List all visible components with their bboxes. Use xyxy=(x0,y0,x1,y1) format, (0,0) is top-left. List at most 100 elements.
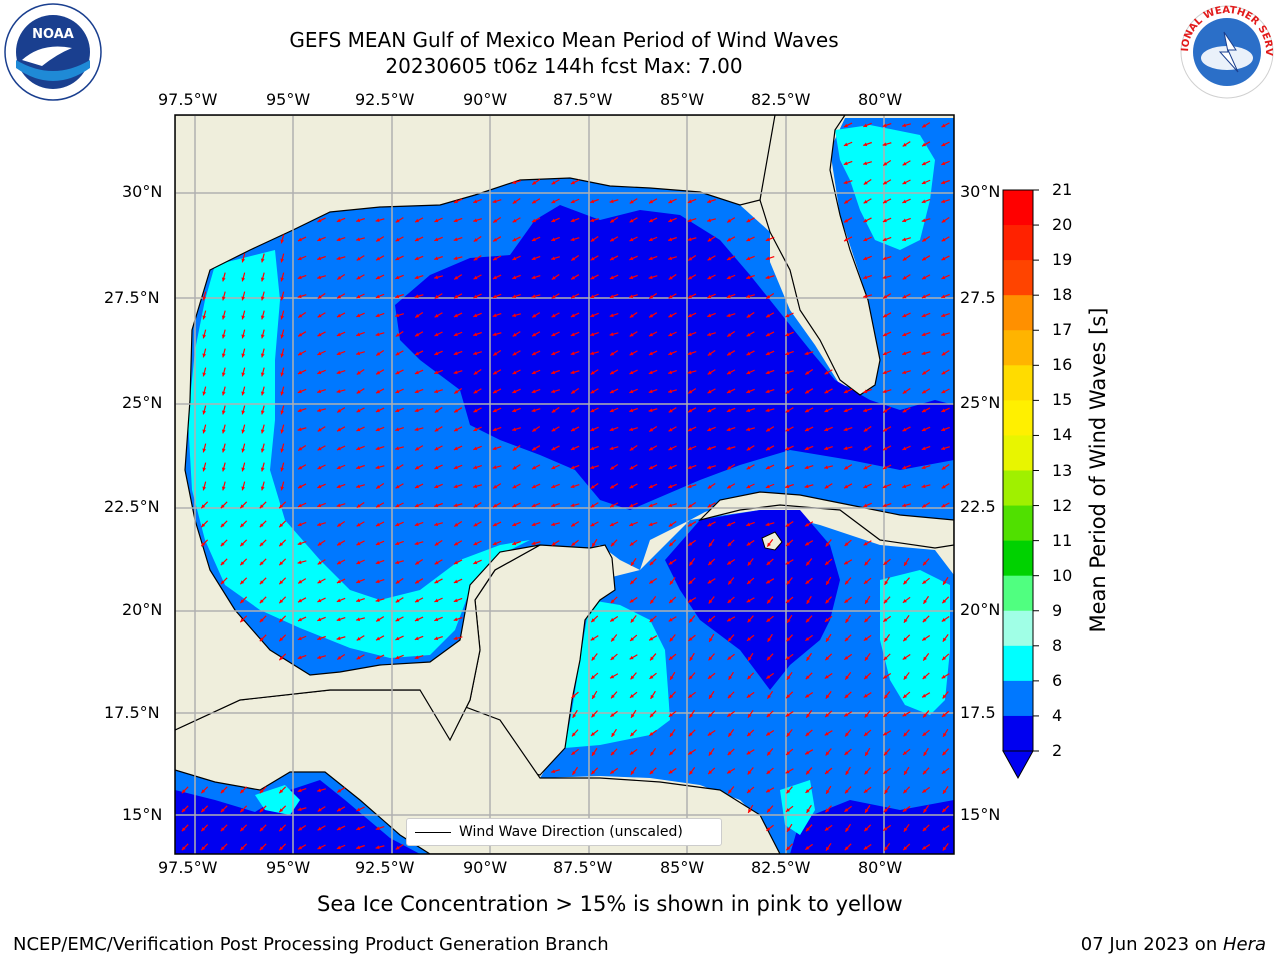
wave-arrow-head xyxy=(473,560,478,565)
wave-arrow-head xyxy=(571,275,576,280)
wave-arrow-head xyxy=(902,751,907,755)
wave-arrow-head xyxy=(512,180,517,185)
wave-arrow-head xyxy=(766,675,771,679)
wave-arrow-head xyxy=(356,427,361,432)
colorbar-tick-label: 17 xyxy=(1052,320,1073,340)
wave-arrow-head xyxy=(531,522,536,527)
wave-arrow-head xyxy=(375,332,380,337)
colorbar-tick-label: 16 xyxy=(1052,355,1073,375)
cyan-region-west xyxy=(188,250,530,658)
colorbar-tick-label: 2 xyxy=(1052,741,1063,760)
wave-arrow-head xyxy=(689,618,693,623)
wave-arrow-head xyxy=(590,218,595,223)
wave-arrow-head xyxy=(883,808,888,813)
wave-arrow-head xyxy=(727,370,732,375)
wave-arrow-head xyxy=(221,372,226,377)
colorbar-tick-label: 15 xyxy=(1052,390,1073,410)
wave-arrow-head xyxy=(747,580,752,584)
wave-arrow-head xyxy=(241,277,246,282)
wave-arrow-head xyxy=(845,618,850,623)
wave-arrow-head xyxy=(571,751,576,755)
wave-arrow-head xyxy=(630,675,635,680)
lon-tick: 90°W xyxy=(463,858,508,877)
lat-tick: 17.5°N xyxy=(104,703,160,722)
wave-arrow-head xyxy=(473,351,478,356)
wave-arrow-head xyxy=(551,427,556,432)
wave-arrow-head xyxy=(649,636,654,641)
wave-arrow-head xyxy=(728,732,732,737)
wave-arrow-head xyxy=(415,332,420,337)
wave-arrow-head xyxy=(786,694,791,699)
wave-arrow-head xyxy=(785,465,790,470)
wave-arrow-head xyxy=(336,465,341,470)
wave-arrow-head xyxy=(923,656,927,661)
wave-arrow-head xyxy=(317,408,322,413)
wave-arrow-head xyxy=(863,580,868,584)
wave-arrow-head xyxy=(395,560,400,565)
wave-arrow-head xyxy=(202,315,207,320)
svg-text:NOAA: NOAA xyxy=(32,27,74,42)
wave-arrow-head xyxy=(571,522,576,527)
wave-arrow-head xyxy=(356,636,361,641)
wave-arrow-head xyxy=(609,332,614,337)
colorbar-band xyxy=(1003,645,1033,682)
wave-arrow-head xyxy=(707,275,712,280)
wind-wave-arrows xyxy=(181,122,950,852)
wave-arrow-head xyxy=(902,161,907,166)
wave-arrow-head xyxy=(883,770,888,774)
wave-arrow-head xyxy=(806,599,811,604)
wave-arrow-head xyxy=(922,827,927,832)
wave-arrow-head xyxy=(668,617,673,622)
wave-arrow-head xyxy=(843,427,848,432)
wave-arrow-head xyxy=(863,199,868,204)
wave-arrow-head xyxy=(240,599,245,604)
wave-arrow-head xyxy=(707,675,712,679)
wave-arrow-head xyxy=(883,561,888,565)
wave-arrow-head xyxy=(668,199,673,204)
wave-arrow-head xyxy=(883,674,888,679)
wave-arrow-head xyxy=(765,332,770,337)
colorbar-band xyxy=(1003,575,1033,612)
wave-arrow-head xyxy=(629,465,634,470)
wave-arrow-head xyxy=(941,218,946,223)
wave-arrow-head xyxy=(336,579,341,584)
wave-arrow-head xyxy=(882,370,887,375)
cuba-land xyxy=(698,491,954,549)
wave-arrow-head xyxy=(280,467,285,472)
wave-arrow-head xyxy=(492,332,497,337)
wave-arrow-head xyxy=(570,199,575,204)
wave-arrow-head xyxy=(785,484,790,489)
wave-arrow-head xyxy=(649,675,654,679)
wave-arrow-head xyxy=(453,351,458,356)
wave-arrow-head xyxy=(844,846,849,851)
wave-arrow-head xyxy=(297,636,302,641)
lon-tick: 92.5°W xyxy=(355,90,415,109)
wave-arrow-head xyxy=(765,484,770,489)
wave-arrow-head xyxy=(806,656,811,661)
wave-arrow-head xyxy=(317,636,322,641)
wave-arrow-head xyxy=(492,199,497,204)
wave-arrow-head xyxy=(902,199,907,204)
wave-arrow-head xyxy=(668,294,673,299)
wave-arrow-head xyxy=(650,694,655,699)
wave-arrow-head xyxy=(279,846,284,851)
wave-arrow-head xyxy=(279,561,284,566)
colorbar-band xyxy=(1003,715,1033,752)
wave-arrow-head xyxy=(747,713,752,718)
wave-arrow-head xyxy=(221,410,226,415)
wave-arrow-head xyxy=(941,389,946,394)
wave-arrow-head xyxy=(414,370,419,375)
wave-arrow-head xyxy=(864,770,869,775)
wave-arrow-head xyxy=(629,199,634,204)
wave-arrow-head xyxy=(298,845,303,850)
wave-arrow-head xyxy=(903,618,908,623)
wave-arrow-head xyxy=(746,218,751,223)
wave-arrow-head xyxy=(785,389,790,394)
wave-arrow-head xyxy=(591,713,596,718)
wave-arrow-head xyxy=(493,237,498,242)
wave-arrow-head xyxy=(434,408,439,413)
wave-arrow-head xyxy=(864,827,869,832)
wave-arrow-head xyxy=(688,522,693,527)
wave-arrow-head xyxy=(336,332,341,337)
wave-arrow-head xyxy=(611,732,616,737)
